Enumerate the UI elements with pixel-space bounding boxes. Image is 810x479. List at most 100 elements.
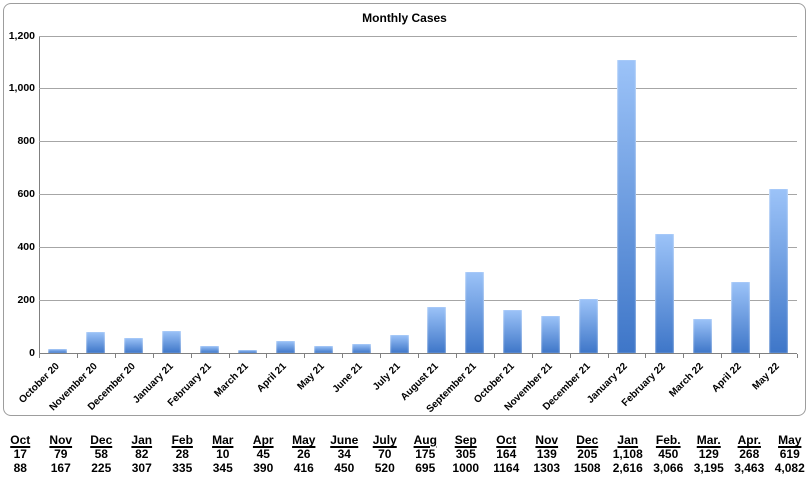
table-cumulative-cell: 88 [13, 461, 27, 475]
bar [616, 60, 636, 353]
axis-tick [418, 354, 419, 358]
table-monthly-cell: 139 [536, 447, 557, 461]
table-header-cell: Aug [413, 433, 437, 447]
x-tick-label: August 21 [398, 361, 441, 403]
table-monthly-cell: 82 [135, 447, 149, 461]
table-cumulative-cell: 345 [212, 461, 233, 475]
table-header-cell: Nov [535, 433, 559, 447]
axis-tick [190, 354, 192, 358]
x-tick-label: June 21 [330, 361, 365, 396]
chart-title: Monthly Cases [362, 11, 447, 25]
table-monthly-cell: 164 [496, 447, 517, 461]
table-column: July 70 520 [365, 433, 406, 475]
table-column: Oct 164 1164 [486, 433, 527, 475]
table-header-cell: Oct [496, 433, 517, 447]
axis-tick [304, 354, 306, 358]
table-header-cell: Apr. [737, 433, 761, 447]
table-header-cell: July [372, 433, 397, 447]
table-cumulative-cell: 1303 [533, 461, 561, 475]
x-tick-label: October 21 [471, 361, 517, 406]
table-cumulative-cell: 450 [334, 461, 355, 475]
table-header-cell: Feb. [655, 433, 681, 447]
table-header-cell: Oct [10, 433, 31, 447]
x-axis-line [39, 353, 797, 354]
gridline [39, 35, 797, 37]
table-column: Apr 45 390 [243, 433, 284, 475]
table-cumulative-cell: 2,616 [612, 461, 643, 475]
table-header-cell: Jan [617, 433, 639, 447]
table-header-cell: May [778, 433, 802, 447]
axis-tick [759, 354, 761, 358]
x-tick-label: March 21 [212, 361, 252, 400]
x-tick-label: July 21 [371, 361, 403, 393]
table-cumulative-cell: 1164 [493, 461, 520, 475]
plot-area: 0 200 400 600 800 1,000 1,200 October 20 Novembe… [9, 30, 798, 415]
table-column: Feb 28 335 [162, 433, 203, 475]
x-tick-label: April 21 [255, 361, 290, 395]
table-header-cell: June [330, 433, 359, 447]
bar [162, 331, 182, 353]
table-column: Mar. 129 3,195 [689, 433, 730, 475]
table-column: Dec 58 225 [81, 433, 122, 475]
gridline [39, 246, 797, 248]
table-monthly-cell: 450 [658, 447, 679, 461]
table-cumulative-cell: 3,195 [693, 461, 724, 475]
bar [541, 316, 561, 353]
monthly-cases-chart: Monthly Cases 0 200 400 600 800 1,000 1,200 Oct… [3, 3, 806, 416]
axis-tick [531, 354, 533, 358]
bar [389, 334, 409, 353]
gridline [39, 194, 797, 195]
axis-tick [380, 354, 382, 358]
bar [48, 348, 68, 353]
x-tick-label: March 22 [667, 361, 707, 400]
axis-tick [645, 354, 647, 358]
x-tick-label: January 22 [585, 361, 631, 406]
bar [200, 345, 220, 353]
y-tick-label: 0 [29, 346, 35, 359]
axis-tick [607, 354, 609, 358]
table-cumulative-cell: 167 [50, 461, 71, 475]
y-tick-label: 1,000 [8, 82, 35, 95]
table-header-cell: Dec [90, 433, 113, 447]
table-column: Oct 17 88 [0, 433, 41, 475]
table-monthly-cell: 70 [378, 447, 392, 461]
table-column: Dec 205 1508 [567, 433, 608, 475]
bar [768, 189, 788, 353]
table-header-cell: Feb [171, 433, 193, 447]
bar [503, 309, 523, 353]
table-cumulative-cell: 695 [415, 461, 436, 475]
bar [692, 318, 712, 353]
axis-tick [114, 354, 116, 358]
x-tick-label: February 21 [165, 361, 214, 409]
y-tick-label: 200 [17, 293, 35, 306]
bar [427, 306, 447, 353]
x-tick-label: November 20 [47, 361, 100, 414]
table-monthly-cell: 58 [94, 447, 108, 461]
y-tick-label: 600 [17, 188, 35, 200]
bar [465, 272, 485, 353]
table-column: Sep 305 1000 [446, 433, 487, 475]
table-header-cell: Mar [212, 433, 234, 447]
table-header-cell: Dec [576, 433, 599, 447]
table-column: Apr. 268 3,463 [729, 433, 770, 475]
bar [313, 346, 333, 353]
bar [351, 344, 371, 353]
table-monthly-cell: 26 [297, 447, 311, 461]
x-tick-label: September 21 [424, 361, 479, 416]
table-column: May 26 416 [284, 433, 325, 475]
table-cumulative-cell: 1000 [452, 461, 480, 475]
table-column: June 34 450 [324, 433, 365, 475]
bar [275, 341, 295, 353]
bar [237, 350, 257, 353]
table-cumulative-cell: 390 [253, 461, 274, 475]
table-monthly-cell: 175 [415, 447, 436, 461]
axis-tick [797, 354, 798, 358]
table-header-cell: Apr [252, 433, 274, 447]
bar [730, 282, 750, 353]
table-header-cell: Sep [454, 433, 477, 447]
table-header-cell: Mar. [696, 433, 721, 447]
axis-tick [455, 354, 457, 358]
axis-tick [228, 354, 230, 358]
axis-tick [721, 354, 723, 358]
